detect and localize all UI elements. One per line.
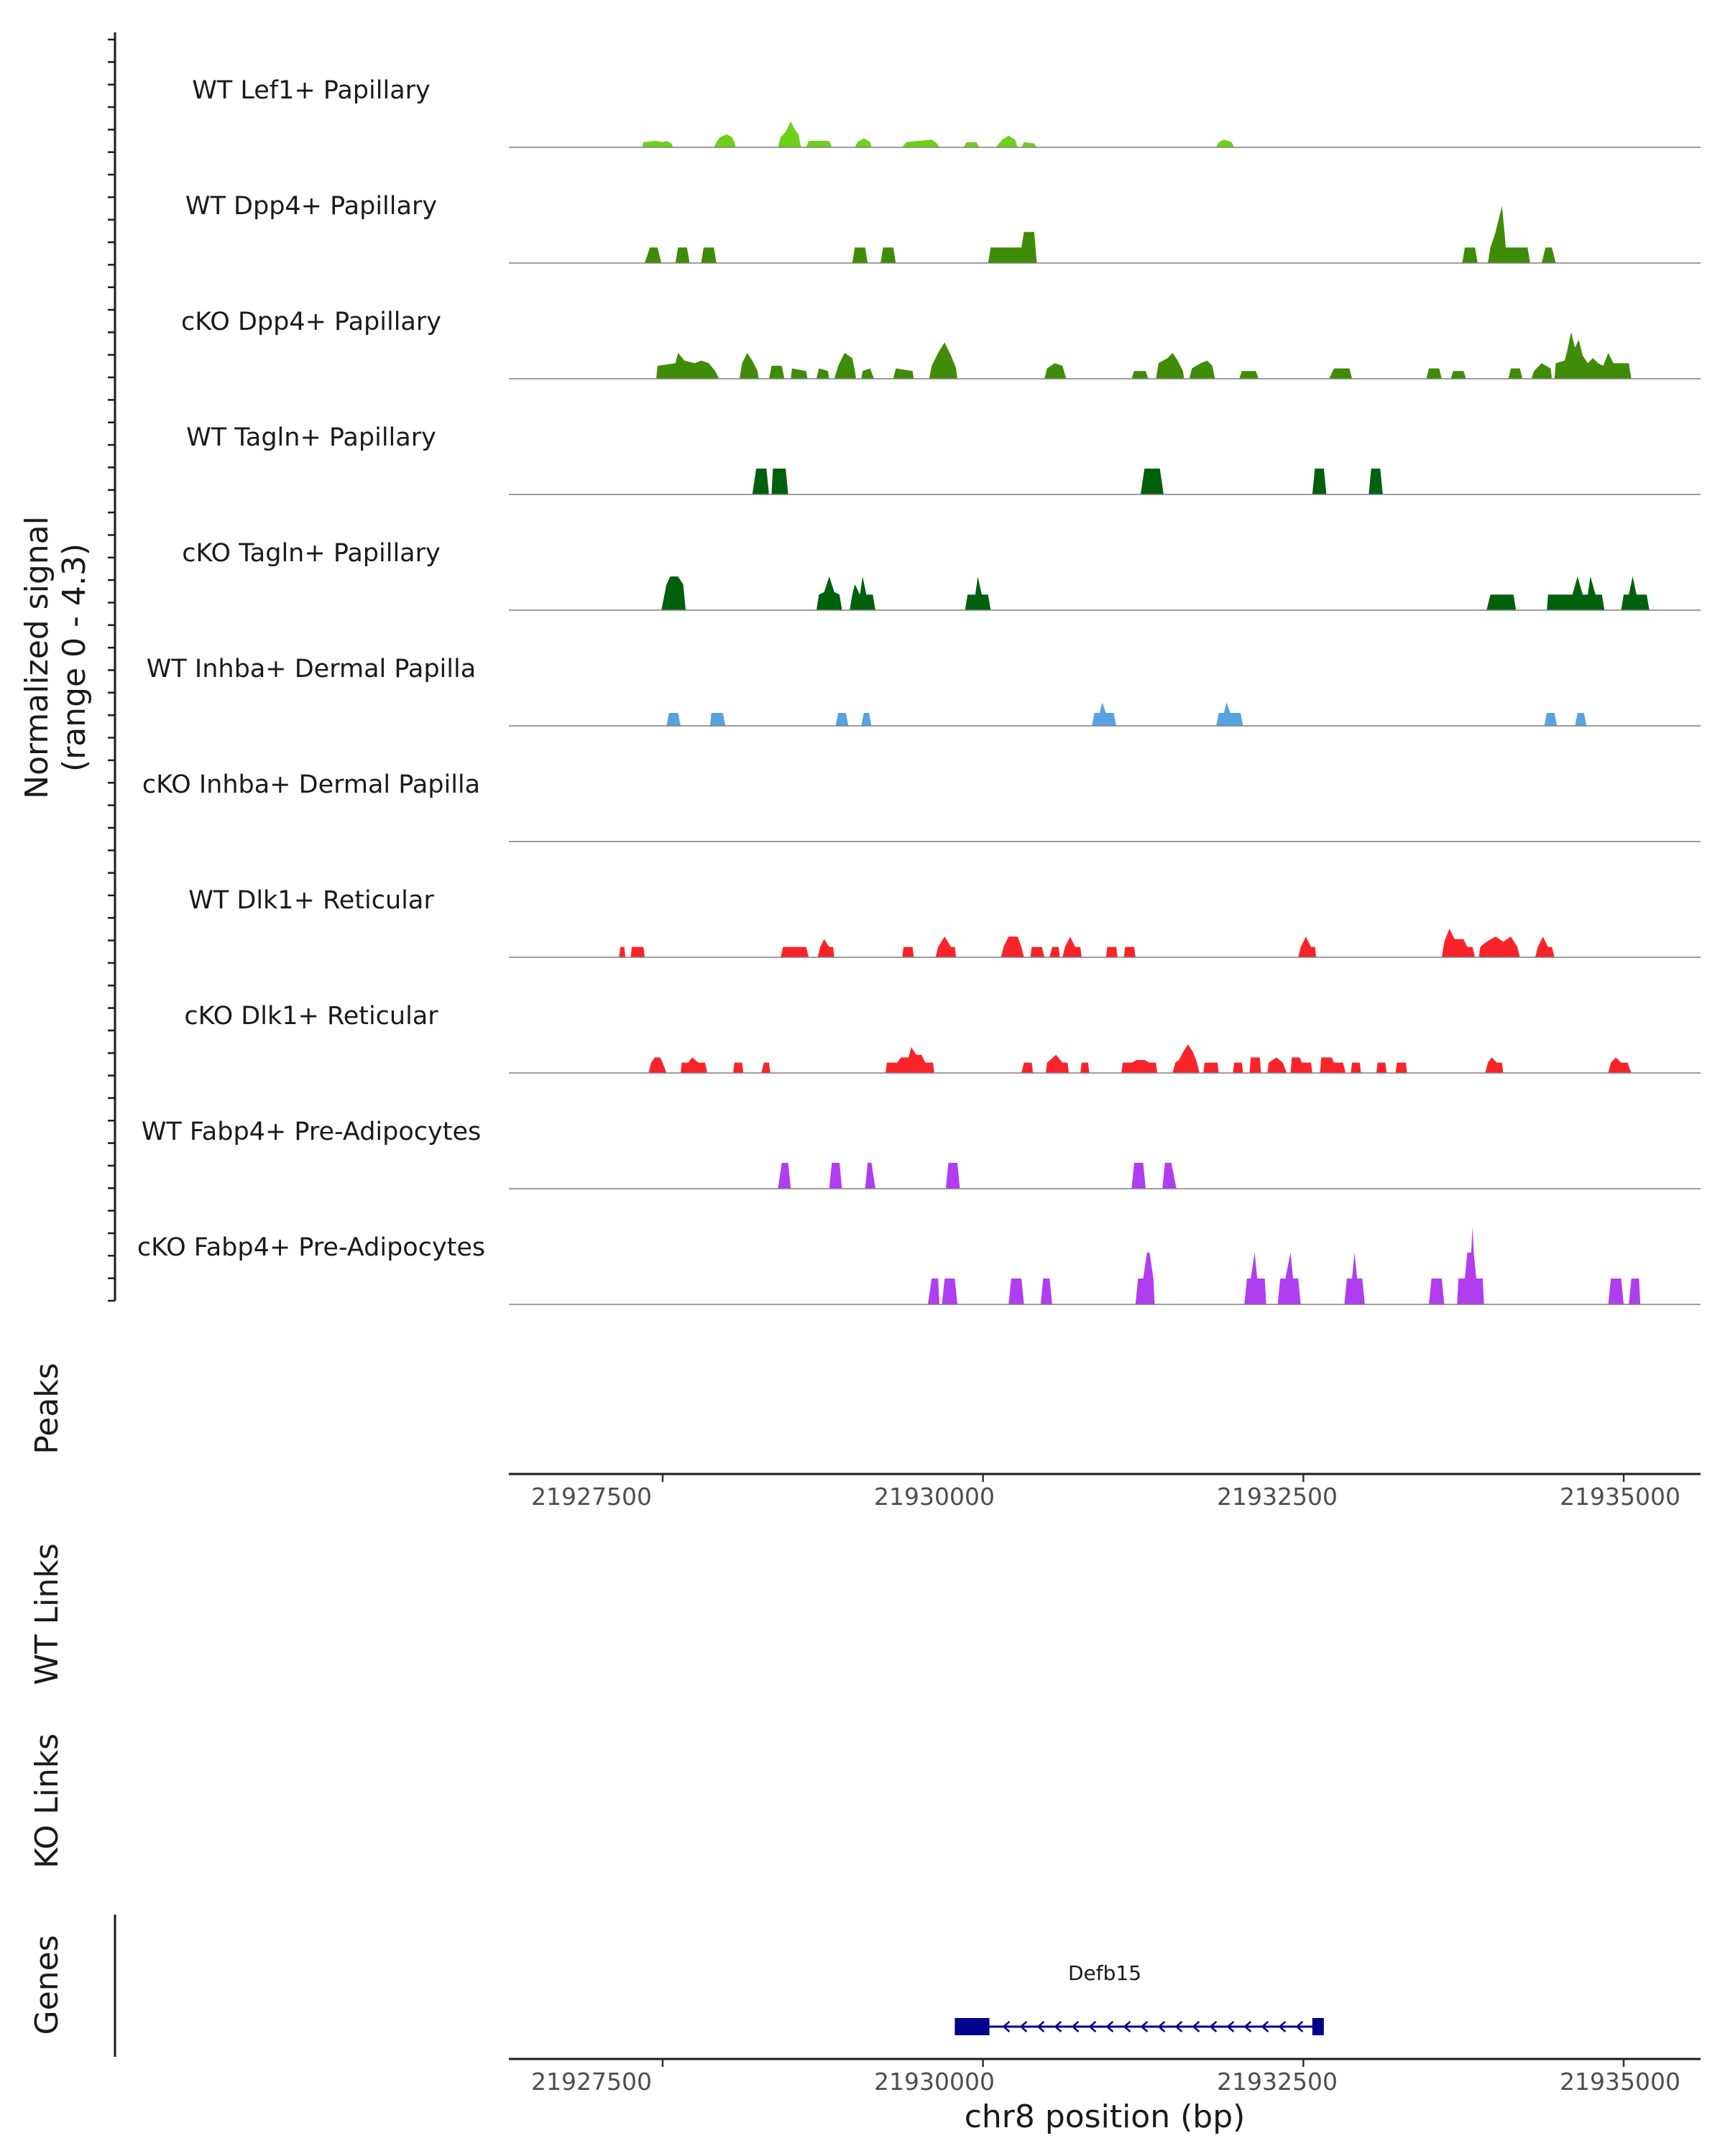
- gene-label: Defb15: [1068, 1961, 1141, 1985]
- gene-exon: [954, 2018, 990, 2035]
- track-label: WT Fabp4+ Pre-Adipocytes: [142, 1118, 481, 1146]
- coverage-area: [752, 469, 1383, 494]
- x-tick-label: 21927500: [531, 1483, 652, 1511]
- strand-arrow: [1157, 2021, 1166, 2032]
- coverage-tracks: [509, 121, 1701, 1305]
- peaks-x-tick-labels: 21927500 21930000 21932500 21935000: [531, 1483, 1680, 1511]
- strand-arrow: [1226, 2021, 1235, 2032]
- x-axis-title: chr8 position (bp): [965, 2099, 1246, 2135]
- wt-links-panel-label: WT Links: [29, 1543, 65, 1685]
- strand-arrow: [1192, 2021, 1200, 2032]
- strand-arrow: [1002, 2021, 1011, 2032]
- coverage-ylabel-line-1: Normalized signal: [19, 516, 55, 799]
- track-label: cKO Dlk1+ Reticular: [184, 1002, 438, 1031]
- genes-panel-label: Genes: [29, 1935, 65, 2035]
- track-label: cKO Fabp4+ Pre-Adipocytes: [137, 1233, 485, 1262]
- x-tick-label: 21932500: [1217, 1483, 1338, 1511]
- track-label: WT Dlk1+ Reticular: [188, 886, 434, 915]
- track-label: cKO Dpp4+ Papillary: [181, 308, 441, 336]
- coverage-area: [645, 206, 1556, 263]
- track-label: cKO Tagln+ Papillary: [182, 539, 441, 568]
- x-tick-label: 21932500: [1217, 2068, 1338, 2096]
- coverage-area: [666, 702, 1587, 726]
- x-tick-label: 21930000: [874, 2068, 995, 2096]
- track-label: WT Dpp4+ Papillary: [185, 192, 437, 221]
- strand-arrow: [1278, 2021, 1287, 2032]
- coverage-area: [928, 1226, 1641, 1304]
- x-tick-label: 21927500: [531, 2068, 652, 2096]
- peaks-x-axis-ticks: [661, 1475, 1625, 1482]
- strand-arrow: [1140, 2021, 1149, 2032]
- x-tick-label: 21930000: [874, 1483, 995, 1511]
- strand-arrow: [1123, 2021, 1131, 2032]
- coverage-area: [648, 1044, 1632, 1073]
- strand-arrow: [1088, 2021, 1097, 2032]
- strand-arrow: [1243, 2021, 1252, 2032]
- strand-arrow: [1036, 2021, 1045, 2032]
- gene-track: [954, 2018, 1324, 2035]
- strand-arrow: [1174, 2021, 1183, 2032]
- track-label: cKO Inhba+ Dermal Papilla: [142, 770, 480, 799]
- gene-exon: [1312, 2018, 1324, 2035]
- strand-arrow: [1071, 2021, 1080, 2032]
- x-tick-label: 21935000: [1560, 2068, 1680, 2096]
- track-label: WT Lef1+ Papillary: [192, 76, 431, 105]
- strand-arrow: [1054, 2021, 1062, 2032]
- genes-x-tick-labels: 21927500 21930000 21932500 21935000: [531, 2068, 1680, 2096]
- coverage-area: [656, 332, 1632, 379]
- coverage-area: [642, 121, 1235, 147]
- ko-links-panel-label: KO Links: [29, 1733, 65, 1869]
- strand-arrow: [1261, 2021, 1269, 2032]
- track-label: WT Inhba+ Dermal Papilla: [147, 655, 476, 683]
- coverage-ylabel-line-2: (range 0 - 4.3): [56, 543, 93, 772]
- track-label: WT Tagln+ Papillary: [186, 423, 436, 452]
- coverage-area: [661, 576, 1650, 610]
- peaks-panel-label: Peaks: [29, 1363, 65, 1454]
- strand-arrow: [1105, 2021, 1114, 2032]
- coverage-area: [619, 929, 1555, 957]
- x-tick-label: 21935000: [1560, 1483, 1680, 1511]
- strand-arrow: [1019, 2021, 1028, 2032]
- genes-x-axis-ticks: [661, 2060, 1625, 2067]
- strand-arrow: [1209, 2021, 1218, 2032]
- coverage-y-axis-ticks: [108, 38, 115, 1302]
- track-labels: WT Lef1+ Papillary WT Dpp4+ Papillary cK…: [137, 76, 485, 1262]
- strand-arrow: [1295, 2021, 1304, 2032]
- coverage-area: [778, 1163, 1177, 1189]
